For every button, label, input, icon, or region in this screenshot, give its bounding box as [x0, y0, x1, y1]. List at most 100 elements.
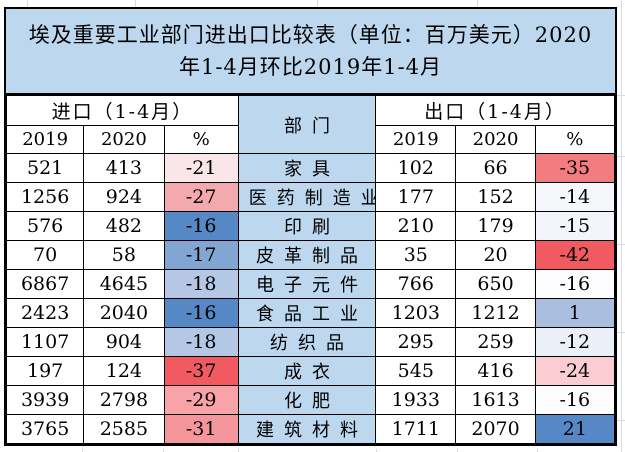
import-2019-cell: 521: [5, 153, 85, 183]
table-row: 70 58 -17 皮革制品 35 20 -42: [5, 240, 616, 270]
spreadsheet-table: 埃及重要工业部门进出口比较表（单位：百万美元）2020 年1-4月环比2019年…: [4, 7, 617, 446]
export-2020-cell: 179: [455, 211, 536, 241]
sheet-gridline: [617, 156, 625, 157]
export-pct-cell: 21: [534, 414, 616, 444]
sector-column-header: 部门: [237, 95, 377, 154]
export-pct-cell: -42: [534, 240, 616, 270]
import-2019-cell: 3939: [5, 385, 85, 415]
table-row: 197 124 -37 成衣 545 416 -24: [5, 356, 616, 386]
import-2020-cell: 482: [83, 211, 165, 241]
export-2020-cell: 2070: [455, 414, 536, 444]
sheet-gridline: [621, 0, 622, 452]
import-2020-cell: 58: [83, 240, 165, 270]
sheet-gridline: [376, 449, 377, 452]
import-pct-cell: -16: [163, 211, 239, 241]
export-2019-cell: 1711: [375, 414, 457, 444]
import-pct-cell: -18: [163, 327, 239, 357]
import-2019-cell: 576: [5, 211, 85, 241]
import-2019-cell: 2423: [5, 298, 85, 328]
export-pct-cell: -16: [534, 385, 616, 415]
sheet-gridline: [317, 0, 318, 7]
import-pct-cell: -29: [163, 385, 239, 415]
export-2020-header: 2020: [455, 125, 536, 154]
export-2020-cell: 66: [455, 153, 536, 183]
data-table: 进口（1-4月） 部门 出口（1-4月） 2019 2020 % 2019 20…: [5, 95, 616, 444]
export-2019-cell: 766: [375, 269, 457, 299]
export-2019-cell: 545: [375, 356, 457, 386]
table-row: 3765 2585 -31 建筑材料 1711 2070 21: [5, 414, 616, 444]
import-pct-cell: -31: [163, 414, 239, 444]
export-2019-cell: 1203: [375, 298, 457, 328]
table-row: 6867 4645 -18 电子元件 766 650 -16: [5, 269, 616, 299]
sector-name-cell: 化肥: [237, 385, 377, 415]
export-2020-cell: 416: [455, 356, 536, 386]
export-group-header: 出口（1-4月）: [375, 95, 615, 126]
import-2020-cell: 413: [83, 153, 165, 183]
sector-name-cell: 食品工业: [237, 298, 377, 328]
export-2019-cell: 1933: [375, 385, 457, 415]
import-2019-cell: 3765: [5, 414, 85, 444]
export-pct-cell: -24: [534, 356, 616, 386]
table-row: 2423 2040 -16 食品工业 1203 1212 1: [5, 298, 616, 328]
export-pct-cell: -12: [534, 327, 616, 357]
table-row: 576 482 -16 印刷 210 179 -15: [5, 211, 616, 241]
import-2020-header: 2020: [83, 125, 165, 154]
table-title-line1: 埃及重要工业部门进出口比较表（单位：百万美元）2020: [28, 23, 593, 47]
export-2019-cell: 35: [375, 240, 457, 270]
export-pct-header: %: [534, 125, 616, 154]
import-2019-cell: 197: [5, 356, 85, 386]
import-2019-header: 2019: [5, 125, 85, 154]
export-2020-cell: 259: [455, 327, 536, 357]
export-2019-cell: 295: [375, 327, 457, 357]
sector-name-cell: 家具: [237, 153, 377, 183]
import-pct-cell: -16: [163, 298, 239, 328]
import-2020-cell: 2585: [83, 414, 165, 444]
sheet-gridline: [27, 0, 28, 7]
sheet-gridline: [457, 449, 458, 452]
sector-name-cell: 印刷: [237, 211, 377, 241]
sector-name-cell: 成衣: [237, 356, 377, 386]
export-2019-cell: 102: [375, 153, 457, 183]
import-2020-cell: 924: [83, 182, 165, 212]
sector-name-cell: 医药制造业: [237, 182, 377, 212]
sheet-gridline: [617, 420, 625, 421]
table-title: 埃及重要工业部门进出口比较表（单位：百万美元）2020 年1-4月环比2019年…: [6, 9, 615, 95]
sheet-gridline: [135, 0, 136, 7]
import-2019-cell: 1256: [5, 182, 85, 212]
table-header-row: 进口（1-4月） 部门 出口（1-4月）: [6, 95, 615, 154]
export-2020-cell: 152: [455, 182, 536, 212]
import-2020-cell: 904: [83, 327, 165, 357]
import-pct-cell: -21: [163, 153, 239, 183]
sheet-gridline: [163, 449, 164, 452]
export-2019-header: 2019: [375, 125, 457, 154]
sheet-gridline: [82, 449, 83, 452]
table-row: 1256 924 -27 医药制造业 177 152 -14: [5, 182, 616, 212]
import-2019-cell: 70: [5, 240, 85, 270]
sector-name-cell: 建筑材料: [237, 414, 377, 444]
export-2019-cell: 177: [375, 182, 457, 212]
export-pct-cell: -14: [534, 182, 616, 212]
sector-name-cell: 电子元件: [237, 269, 377, 299]
export-pct-cell: -35: [534, 153, 616, 183]
import-2020-cell: 4645: [83, 269, 165, 299]
export-pct-cell: 1: [534, 298, 616, 328]
import-2020-cell: 2798: [83, 385, 165, 415]
import-pct-cell: -27: [163, 182, 239, 212]
import-group-header: 进口（1-4月）: [6, 95, 239, 126]
export-2020-cell: 1212: [455, 298, 536, 328]
import-2019-cell: 1107: [5, 327, 85, 357]
export-2020-cell: 1613: [455, 385, 536, 415]
export-pct-cell: -16: [534, 269, 616, 299]
table-row: 3939 2798 -29 化肥 1933 1613 -16: [5, 385, 616, 415]
table-row: 521 413 -21 家具 102 66 -35: [5, 153, 616, 183]
export-2020-cell: 20: [455, 240, 536, 270]
sector-name-cell: 纺织品: [237, 327, 377, 357]
sheet-gridline: [238, 449, 239, 452]
import-pct-cell: -18: [163, 269, 239, 299]
sheet-gridline: [617, 244, 625, 245]
sheet-gridline: [477, 0, 478, 7]
sheet-gridline: [537, 449, 538, 452]
export-2020-cell: 650: [455, 269, 536, 299]
sheet-gridline: [617, 95, 625, 96]
table-subheader-row: 2019 2020 % 2019 2020 %: [5, 125, 616, 154]
